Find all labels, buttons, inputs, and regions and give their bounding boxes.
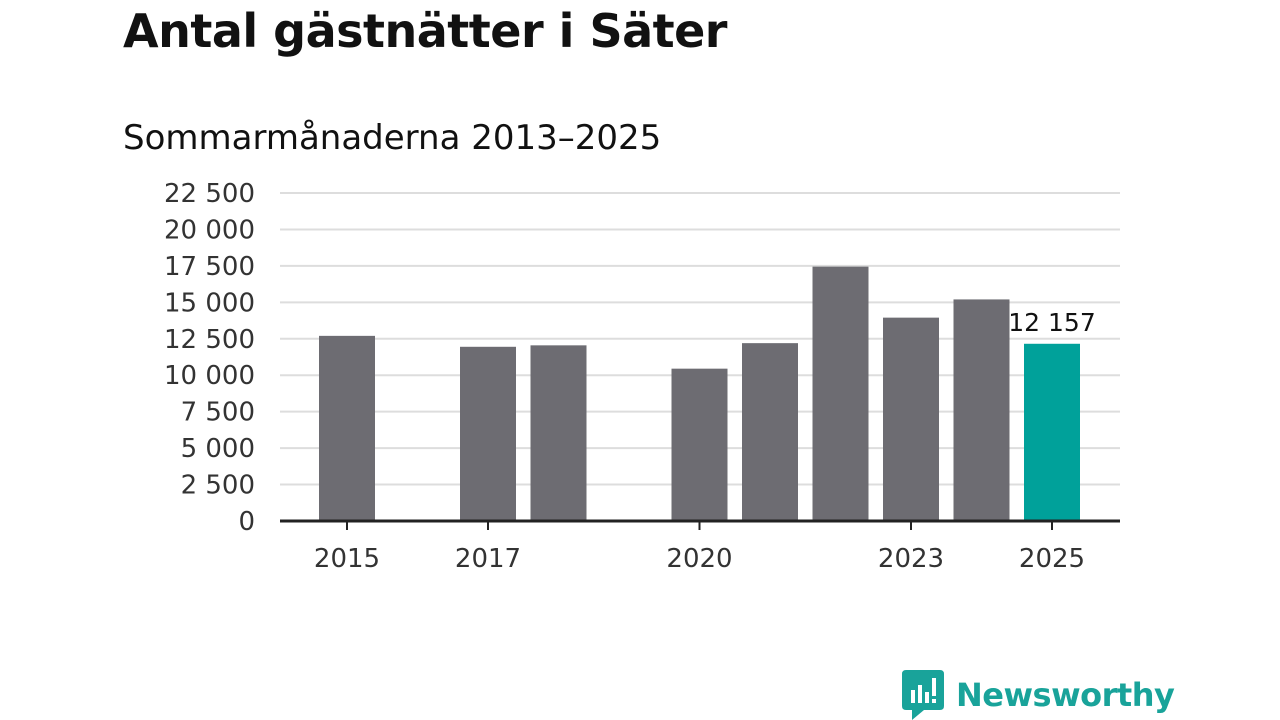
- bar-2021: [742, 343, 798, 521]
- x-tick-label: 2015: [314, 544, 380, 574]
- y-tick-label: 7 500: [181, 398, 255, 428]
- data-labels: 12 157: [1008, 308, 1095, 337]
- x-tick-label: 2025: [1019, 544, 1085, 574]
- x-tick-label: 2020: [666, 544, 732, 574]
- newsworthy-logo-icon: [902, 670, 944, 720]
- bar-2017: [460, 346, 516, 521]
- y-tick-label: 17 500: [164, 252, 255, 282]
- bar-2023: [883, 317, 939, 521]
- y-tick-label: 10 000: [164, 361, 255, 391]
- bar-2018: [530, 345, 587, 521]
- chart-title: Antal gästnätter i Säter: [123, 4, 728, 58]
- y-tick-label: 12 500: [164, 325, 255, 355]
- chart-subtitle: Sommarmånaderna 2013–2025: [123, 118, 662, 158]
- bar-2015: [319, 335, 375, 521]
- bar-2024: [953, 299, 1010, 521]
- bar-2025: [1024, 343, 1080, 521]
- y-tick-label: 20 000: [164, 215, 255, 245]
- brand-name: Newsworthy: [956, 676, 1175, 714]
- x-tick-label: 2023: [878, 544, 944, 574]
- bars: [319, 266, 1080, 521]
- y-tick-label: 5 000: [181, 434, 255, 464]
- bar-2020: [671, 368, 728, 521]
- x-tick-label: 2017: [455, 544, 521, 574]
- x-axis: 2015 2017 2020 2023 2025: [280, 519, 1120, 574]
- y-tick-label: 22 500: [164, 179, 255, 209]
- y-axis-labels: 0 2 500 5 000 7 500 10 000 12 500 15 000 17 500…: [164, 179, 255, 537]
- brand-logo: Newsworthy: [902, 670, 1175, 720]
- data-label: 12 157: [1008, 308, 1095, 337]
- bar-2022: [812, 266, 869, 521]
- y-tick-label: 2 500: [181, 471, 255, 501]
- y-tick-label: 0: [238, 507, 255, 537]
- y-tick-label: 15 000: [164, 288, 255, 318]
